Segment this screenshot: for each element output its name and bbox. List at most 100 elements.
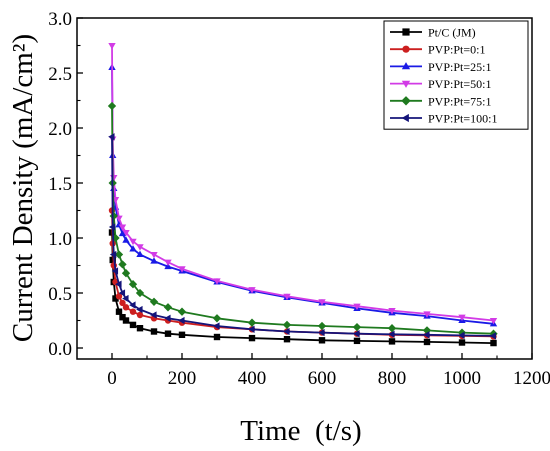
data-point (122, 229, 130, 237)
data-point (164, 330, 172, 337)
x-tick-label: 400 (238, 368, 267, 389)
data-point (129, 308, 137, 315)
y-tick-label: 1.0 (48, 229, 72, 250)
series (108, 42, 498, 325)
legend-entry: PVP:Pt=25:1 (390, 60, 491, 74)
legend-marker (401, 96, 411, 106)
data-point (150, 251, 158, 259)
data-point (318, 328, 325, 337)
series-layer (107, 42, 498, 347)
data-point (163, 303, 173, 312)
data-point (108, 133, 115, 141)
legend-marker (402, 28, 410, 36)
x-tick-label: 200 (168, 368, 197, 389)
data-point (490, 339, 497, 347)
legend-label: Pt/C (JM) (428, 26, 476, 40)
data-point (283, 327, 290, 336)
data-point (353, 330, 360, 338)
data-point (128, 280, 138, 289)
data-point (388, 338, 396, 345)
x-tick-label: 600 (308, 368, 337, 389)
data-point (118, 224, 127, 231)
data-point (129, 321, 137, 329)
legend-entry: PVP:Pt=0:1 (390, 43, 485, 57)
data-point (248, 287, 256, 294)
legend-box (383, 20, 529, 130)
legend-label: PVP:Pt=100:1 (428, 112, 497, 126)
data-point (318, 337, 326, 344)
data-point (108, 42, 116, 50)
data-point (150, 257, 158, 264)
data-point (387, 324, 397, 333)
data-point (136, 244, 144, 251)
data-point (423, 338, 431, 346)
data-point (129, 238, 137, 246)
data-point (107, 101, 117, 111)
legend-entry: Pt/C (JM) (390, 26, 476, 40)
plot-frame (76, 17, 533, 360)
ticks-layer: 0 200 400 600 800 1000 1200 0.0 0.5 1.0 1.5 2.0 2.5 3… (48, 9, 550, 389)
legend-label: PVP:Pt=75:1 (428, 94, 491, 108)
data-point (129, 301, 136, 309)
data-point (112, 295, 119, 302)
data-point (119, 299, 126, 307)
data-point (388, 308, 396, 315)
series (108, 133, 497, 340)
legend-entry: PVP:Pt=75:1 (390, 94, 491, 108)
data-point (423, 311, 431, 318)
x-axis-title: Time (t/s) (240, 415, 361, 447)
data-point (489, 332, 497, 340)
x-tick-label: 1000 (443, 368, 481, 389)
x-tick-label: 1200 (513, 368, 550, 389)
data-point (317, 321, 327, 331)
y-tick-label: 0.5 (48, 284, 72, 305)
data-point (109, 250, 117, 259)
data-point (248, 325, 255, 333)
data-point (489, 317, 498, 325)
y-tick-label: 2.5 (48, 64, 72, 85)
data-point (118, 289, 126, 297)
data-point (164, 259, 172, 267)
data-point (178, 266, 186, 273)
data-point (121, 269, 131, 278)
data-point (136, 325, 144, 332)
data-point (115, 293, 123, 300)
data-point (115, 215, 123, 223)
series (107, 101, 498, 338)
series (108, 229, 497, 347)
data-point (150, 328, 158, 335)
data-point (122, 317, 130, 324)
y-tick-label: 1.5 (48, 174, 72, 195)
data-point (212, 314, 222, 323)
data-point (115, 308, 123, 315)
data-point (136, 311, 144, 319)
data-point (318, 299, 326, 306)
legend-marker (401, 80, 411, 88)
data-point (213, 322, 220, 330)
data-point (108, 223, 116, 231)
data-point (283, 336, 291, 343)
y-axis-title: Current Density (mA/cm²) (7, 34, 39, 342)
data-point (283, 293, 291, 301)
legend-entry: PVP:Pt=50:1 (390, 77, 491, 91)
data-point (136, 305, 143, 314)
data-point (111, 267, 119, 275)
data-point (135, 288, 145, 298)
data-point (248, 334, 256, 342)
data-point (115, 280, 122, 288)
data-point (423, 331, 430, 339)
data-point (136, 250, 144, 258)
data-point (164, 314, 171, 322)
legend-label: PVP:Pt=25:1 (428, 60, 491, 74)
y-tick-label: 2.0 (48, 119, 72, 140)
data-point (353, 337, 361, 345)
data-point (114, 250, 124, 259)
data-point (247, 318, 257, 327)
data-point (150, 311, 157, 319)
y-tick-label: 3.0 (48, 9, 72, 30)
data-point (118, 229, 127, 237)
data-point (458, 339, 466, 346)
data-point (352, 322, 362, 332)
data-point (458, 314, 466, 322)
